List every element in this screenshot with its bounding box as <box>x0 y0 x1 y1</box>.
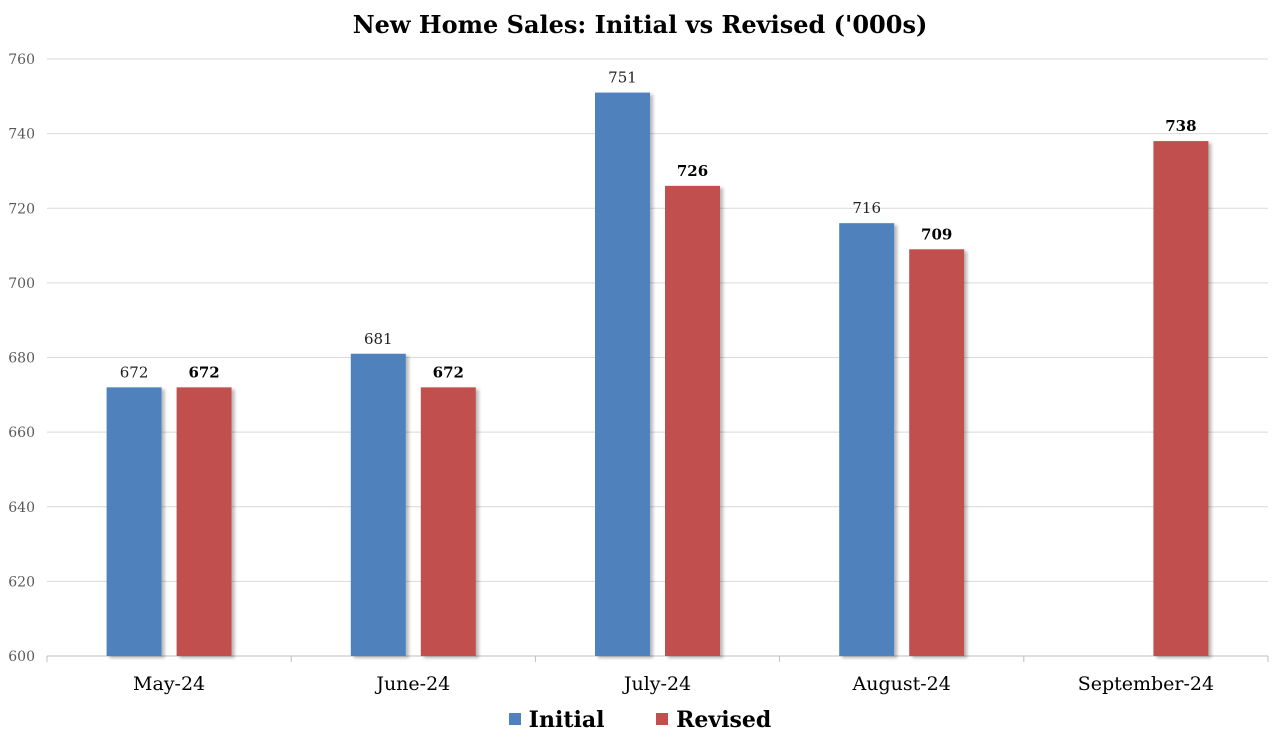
x-tick-label: June-24 <box>374 673 450 695</box>
y-tick-label: 760 <box>8 52 35 68</box>
legend: Initial Revised <box>0 706 1280 733</box>
y-tick-label: 740 <box>8 127 35 143</box>
data-label-revised: 726 <box>677 162 708 180</box>
y-tick-label: 680 <box>8 351 35 367</box>
bar-initial <box>350 353 406 656</box>
axes: 600 620 640 660 680 700 720 740 760 May-24 June-24… <box>8 52 1269 695</box>
y-tick-label: 700 <box>8 276 35 292</box>
data-label-initial: 672 <box>120 363 149 381</box>
data-label-initial: 751 <box>608 69 637 87</box>
y-tick-label: 660 <box>8 425 35 441</box>
bar-revised <box>176 387 232 656</box>
data-label-initial: 716 <box>852 199 881 217</box>
legend-item-revised: Revised <box>656 707 771 733</box>
x-tick-label: May-24 <box>133 673 205 695</box>
bar-revised <box>1153 141 1209 656</box>
bar-initial <box>595 92 650 657</box>
legend-label-initial: Initial <box>528 707 605 733</box>
bar-initial <box>839 223 895 657</box>
bar-initial <box>106 387 162 656</box>
data-label-revised: 738 <box>1165 117 1196 135</box>
bar-revised <box>420 387 476 656</box>
data-label-revised: 672 <box>188 363 219 381</box>
bar-revised <box>909 249 965 656</box>
legend-swatch-revised <box>656 713 669 725</box>
x-tick-label: August-24 <box>852 673 951 695</box>
y-tick-label: 600 <box>8 649 35 665</box>
data-labels: 672 672 681 672 751 726 716 709 738 <box>120 69 1197 382</box>
bars <box>106 92 1209 657</box>
x-tick-label: September-24 <box>1078 673 1214 695</box>
bar-revised <box>665 185 720 657</box>
legend-label-revised: Revised <box>676 707 772 733</box>
data-label-revised: 709 <box>921 225 952 243</box>
data-label-initial: 681 <box>364 330 393 348</box>
legend-item-initial: Initial <box>508 707 605 733</box>
y-tick-label: 640 <box>8 500 35 516</box>
y-tick-label: 720 <box>8 201 35 217</box>
x-tick-label: July-24 <box>622 673 691 695</box>
y-tick-label: 620 <box>8 574 35 590</box>
data-label-revised: 672 <box>433 363 464 381</box>
legend-swatch-initial <box>508 713 521 725</box>
gridlines <box>47 58 1268 657</box>
chart-title: New Home Sales: Initial vs Revised ('000… <box>352 10 928 39</box>
